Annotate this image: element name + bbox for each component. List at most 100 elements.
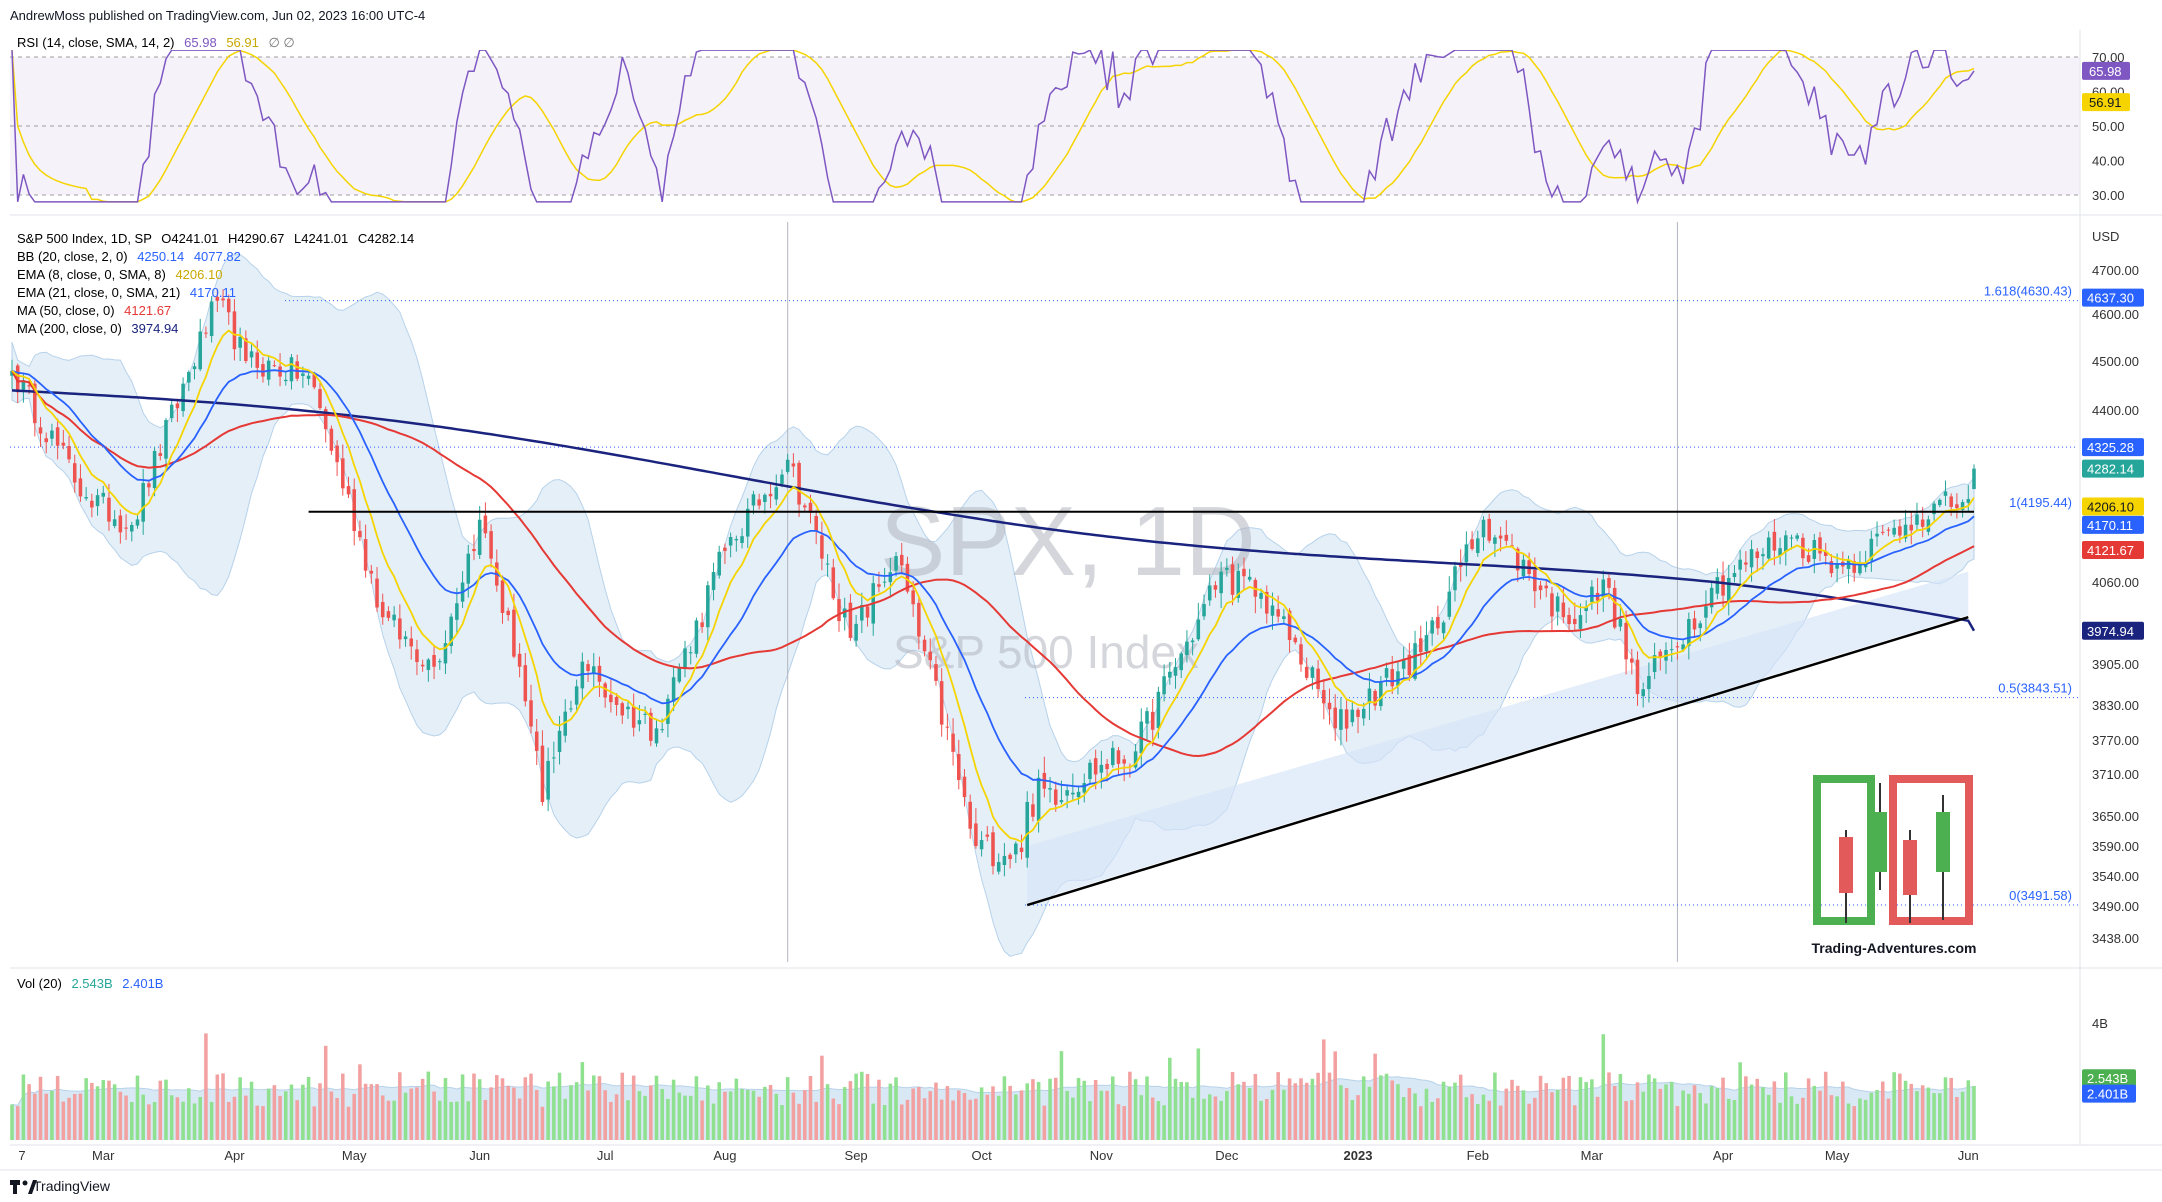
candle-body — [1692, 618, 1697, 630]
candle-body — [289, 357, 294, 382]
volume-bar — [877, 1079, 881, 1140]
tradingview-footer: TradingView — [0, 1169, 2162, 1202]
candle-body — [10, 370, 14, 376]
rsi-tick: 70.00 — [2092, 50, 2125, 65]
candle-body — [38, 427, 43, 434]
volume-bar — [352, 1093, 356, 1140]
price-tag-bg — [2082, 497, 2144, 516]
volume-bar — [437, 1100, 442, 1140]
candle-body — [974, 823, 978, 846]
candle-body — [1356, 709, 1360, 717]
candle-body — [1242, 568, 1246, 577]
volume-bar — [1721, 1077, 1725, 1140]
volume-bar — [1196, 1048, 1201, 1140]
volume-bar — [1470, 1094, 1474, 1140]
volume-bar — [1738, 1062, 1742, 1140]
candle-body — [683, 648, 687, 670]
candle-body — [1065, 790, 1069, 796]
volume-bar — [112, 1084, 117, 1140]
candle-body — [1190, 640, 1195, 643]
legend-bb-label: BB (20, close, 2, 0) — [17, 249, 128, 264]
volume-bar — [1875, 1090, 1879, 1140]
volume-bar — [312, 1106, 317, 1140]
volume-bar — [1293, 1083, 1298, 1140]
volume-bar — [44, 1093, 48, 1140]
volume-bar — [107, 1080, 111, 1140]
time-axis[interactable]: 7 Mar Apr May Jun Jul Aug Sep Oct Nov Dec 2023 Feb Ma… — [18, 1148, 1978, 1163]
volume-bar — [1618, 1074, 1623, 1140]
volume-bar — [666, 1098, 670, 1140]
volume-bar — [392, 1100, 396, 1140]
candle-body — [1698, 623, 1703, 629]
volume-bar — [1048, 1078, 1052, 1140]
volume-bar — [78, 1093, 83, 1140]
volume-bar — [985, 1094, 990, 1140]
ascending-trendline[interactable] — [1026, 616, 1969, 907]
volume-bar — [1749, 1084, 1754, 1140]
volume-bar — [1555, 1090, 1560, 1140]
volume-bar — [363, 1083, 368, 1140]
logo-candle1 — [1839, 837, 1853, 893]
volume-bar — [1527, 1103, 1531, 1140]
candle-body — [1903, 524, 1908, 539]
volume-bar — [882, 1105, 887, 1140]
candle-body — [215, 296, 220, 301]
candle-body — [774, 487, 779, 500]
candle-body — [141, 483, 145, 522]
candle-body — [1544, 585, 1549, 589]
price-tag-bg — [2082, 621, 2144, 640]
candle-body — [1915, 514, 1919, 525]
volume-bar — [1601, 1034, 1606, 1140]
legend-ma50-value: 4121.67 — [124, 303, 171, 318]
candle-body — [529, 700, 533, 727]
time-tick: Jul — [597, 1148, 614, 1163]
price-tag-bg — [2082, 459, 2144, 478]
volume-bar — [842, 1087, 847, 1140]
volume-bar — [1350, 1100, 1355, 1140]
time-tick: 7 — [18, 1148, 25, 1163]
candle-body — [831, 567, 836, 599]
candle-body — [489, 531, 493, 559]
volume-bar — [1487, 1100, 1491, 1140]
candle-body — [1031, 804, 1035, 817]
volume-bar — [1972, 1086, 1976, 1140]
candle-body — [1943, 491, 1948, 496]
volume-bar — [1852, 1106, 1856, 1140]
volume-bar — [512, 1087, 516, 1140]
volume-bar — [1367, 1086, 1372, 1140]
volume-bar — [1687, 1093, 1691, 1140]
candle-body — [1339, 709, 1343, 730]
candle-body — [1093, 758, 1098, 775]
volume-bar — [1863, 1099, 1868, 1140]
candle-body — [700, 622, 704, 627]
candle-body — [306, 375, 311, 379]
candle-body — [1162, 676, 1166, 695]
candle-body — [1299, 644, 1303, 665]
volume-bar — [831, 1098, 836, 1140]
candle-body — [1761, 554, 1765, 557]
candle-body — [706, 585, 710, 628]
volume-bar — [1550, 1092, 1554, 1140]
candle-body — [569, 708, 573, 710]
candle-body — [1835, 564, 1839, 569]
price-tick: 3830.00 — [2092, 698, 2139, 713]
volume-bar — [10, 1104, 14, 1140]
candle-body — [1076, 791, 1081, 798]
volume-bar — [1065, 1090, 1069, 1140]
price-axis[interactable]: 4700.004600.004500.004400.004060.003985.… — [2092, 263, 2139, 946]
rsi-panel[interactable]: RSI (14, close, SMA, 14, 2) 65.98 56.91 … — [10, 35, 2130, 205]
candle-body — [1635, 659, 1640, 695]
volume-bar — [751, 1090, 756, 1140]
candle-body — [335, 445, 339, 463]
logo-candle4 — [1936, 812, 1950, 872]
volume-bar — [1014, 1094, 1018, 1140]
candle-body — [763, 494, 767, 503]
volume-bar — [1795, 1103, 1799, 1140]
candle-body — [643, 713, 647, 715]
candle-body — [1892, 527, 1896, 535]
price-panel[interactable]: SPX, 1D S&P 500 Index 1.618(4630.43) 1(4… — [10, 222, 2144, 965]
candle-body — [295, 361, 299, 379]
price-tick: 4060.00 — [2092, 575, 2139, 590]
candle-body — [1624, 622, 1628, 660]
